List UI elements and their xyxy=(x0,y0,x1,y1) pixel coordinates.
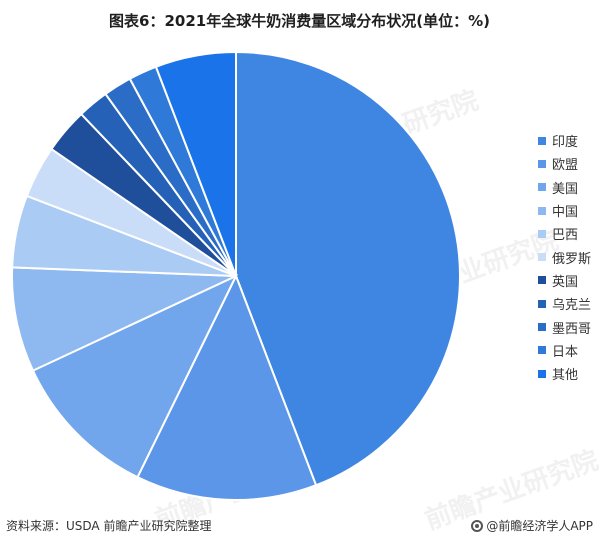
pie-slice-中国 xyxy=(11,266,237,372)
legend-swatch xyxy=(538,276,546,285)
legend-item: 乌克兰 xyxy=(538,292,591,315)
legend-item: 巴西 xyxy=(538,222,591,245)
legend-item: 中国 xyxy=(538,199,591,222)
legend-swatch xyxy=(538,183,546,192)
legend-label: 乌克兰 xyxy=(552,298,592,314)
pie-slice-欧盟 xyxy=(136,273,318,501)
legend-item: 日本 xyxy=(538,339,591,362)
legend-label: 巴西 xyxy=(552,228,579,244)
legend-swatch xyxy=(538,136,546,145)
legend-label: 日本 xyxy=(552,344,579,360)
legend-item: 英国 xyxy=(538,269,591,292)
legend-label: 其他 xyxy=(552,368,579,384)
brand-text: @前瞻经济学人APP xyxy=(486,519,593,533)
legend-swatch xyxy=(538,206,546,215)
pie-slice-其他 xyxy=(154,50,237,277)
legend-swatch xyxy=(538,299,546,308)
legend-swatch xyxy=(538,253,546,262)
legend-swatch xyxy=(538,369,546,378)
legend-label: 墨西哥 xyxy=(552,321,592,337)
legend-label: 欧盟 xyxy=(552,158,579,174)
chart-title: 图表6：2021年全球牛奶消费量区域分布状况(单位：%) xyxy=(109,12,490,30)
chart-legend: 印度欧盟美国中国巴西俄罗斯英国乌克兰墨西哥日本其他 xyxy=(538,129,591,385)
brand-credit: @前瞻经济学人APP xyxy=(471,517,593,534)
brand-logo-icon xyxy=(471,519,484,532)
legend-label: 俄罗斯 xyxy=(552,251,592,267)
pie-slice-美国 xyxy=(31,273,239,479)
legend-label: 中国 xyxy=(552,205,579,221)
legend-item: 俄罗斯 xyxy=(538,245,591,268)
pie-slice-印度 xyxy=(235,50,461,487)
source-note: 资料来源：USDA 前瞻产业研究院整理 xyxy=(6,519,212,533)
legend-item: 印度 xyxy=(538,129,591,152)
legend-item: 欧盟 xyxy=(538,152,591,175)
legend-label: 英国 xyxy=(552,274,579,290)
legend-swatch xyxy=(538,159,546,168)
legend-swatch xyxy=(538,323,546,332)
legend-item: 其他 xyxy=(538,362,591,385)
legend-label: 美国 xyxy=(552,181,579,197)
legend-swatch xyxy=(538,229,546,238)
legend-label: 印度 xyxy=(552,135,579,151)
legend-item: 美国 xyxy=(538,176,591,199)
legend-item: 墨西哥 xyxy=(538,315,591,338)
legend-swatch xyxy=(538,346,546,355)
